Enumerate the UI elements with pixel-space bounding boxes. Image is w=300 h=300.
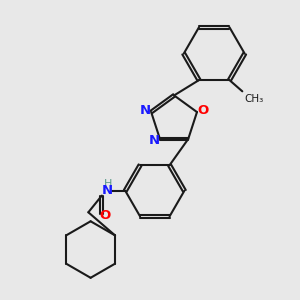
Text: N: N — [102, 184, 113, 197]
Text: CH₃: CH₃ — [244, 94, 263, 103]
Text: O: O — [99, 209, 111, 222]
Text: N: N — [140, 104, 151, 117]
Text: N: N — [148, 134, 160, 147]
Text: O: O — [197, 104, 208, 117]
Text: H: H — [103, 179, 112, 189]
